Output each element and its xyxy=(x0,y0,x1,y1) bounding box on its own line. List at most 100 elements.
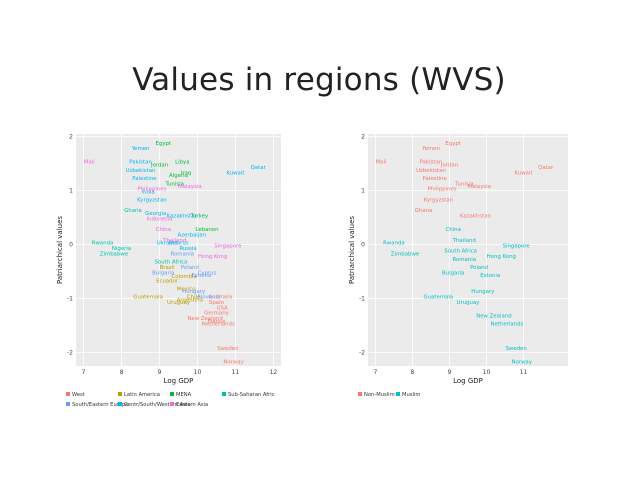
x-axis-title: Log GDP xyxy=(453,377,483,385)
y-axis-title: Patriarchical values xyxy=(56,216,64,284)
point-label: Iraq xyxy=(181,170,192,176)
point-label: South Africa xyxy=(444,249,477,255)
legend-swatch xyxy=(222,392,226,396)
point-label: Algeria xyxy=(169,173,188,179)
point-label: Australia xyxy=(208,295,232,301)
point-label: Rwanda xyxy=(92,241,114,247)
scatter-chart-muslim: 7 8 9 10 11210-1-2MaliYemenEgyptPakistanUzbe… xyxy=(348,134,568,398)
legend-entry: Non-Muslim xyxy=(364,392,395,398)
point-label: Hungary xyxy=(471,289,495,295)
point-label: Slovenia xyxy=(197,295,220,301)
point-label: Singapore xyxy=(503,243,531,249)
point-label: Mali xyxy=(84,160,95,166)
y-tick-label: 0 xyxy=(69,242,73,249)
point-label: Uruguay xyxy=(457,300,481,306)
point-label: Poland xyxy=(470,265,488,271)
point-label: Chile xyxy=(187,295,201,301)
legend-swatch xyxy=(66,392,70,396)
point-label: Kuwait xyxy=(226,170,244,176)
point-label: Thailand xyxy=(452,238,476,244)
legend-swatch xyxy=(66,402,70,406)
point-label: Georgia xyxy=(145,211,166,217)
point-label: Thailand xyxy=(162,238,186,244)
point-label: India xyxy=(142,189,155,195)
point-label: Belarus xyxy=(168,241,188,247)
x-tick-label: 10 xyxy=(194,369,202,376)
point-label: Estonia xyxy=(480,273,500,279)
y-tick-label: 2 xyxy=(69,134,73,141)
point-label: Jordan xyxy=(150,162,168,168)
x-tick-label: 7 xyxy=(373,369,377,376)
x-tick-label: 9 xyxy=(158,369,162,376)
legend-entry: South/Eastern Europe xyxy=(72,402,128,408)
point-label: China xyxy=(156,227,171,233)
point-label: Egypt xyxy=(156,141,172,147)
legend-swatch xyxy=(358,392,362,396)
point-label: Mali xyxy=(375,160,386,166)
point-label: Norway xyxy=(223,359,244,365)
point-label: Yemen xyxy=(421,146,440,152)
legend-entry: Sub-Saharan Afric xyxy=(228,392,275,398)
y-tick-label: 0 xyxy=(361,242,365,249)
point-label: Malaysia xyxy=(178,184,202,190)
point-label: Rwanda xyxy=(383,241,405,247)
point-label: Uzbekistan xyxy=(126,168,156,174)
point-label: Estonia xyxy=(191,273,211,279)
legend-swatch xyxy=(118,392,122,396)
point-label: Lebanon xyxy=(195,227,218,233)
x-tick-label: 11 xyxy=(232,369,240,376)
point-label: Hong Kong xyxy=(487,254,516,260)
point-label: Poland xyxy=(181,265,199,271)
point-label: Bulgaria xyxy=(152,270,174,276)
point-label: Yemen xyxy=(131,146,150,152)
point-label: Brazil xyxy=(160,265,175,271)
point-label: Kazakhstan xyxy=(167,214,198,220)
point-label: Kuwait xyxy=(515,170,533,176)
point-label: Netherlands xyxy=(490,322,523,328)
point-label: New Zealand xyxy=(187,316,222,322)
point-label: Philippines xyxy=(137,187,166,193)
legend-entry: Eastern Asia xyxy=(176,402,208,408)
point-label: Nigeria xyxy=(112,246,131,252)
point-label: China xyxy=(445,227,460,233)
legend-swatch xyxy=(170,402,174,406)
point-label: France xyxy=(207,319,226,325)
point-label: Uruguay xyxy=(167,300,191,306)
x-tick-label: 7 xyxy=(82,369,86,376)
point-label: Sweden xyxy=(505,346,526,352)
point-label: Romania xyxy=(453,257,477,263)
plot-panel xyxy=(368,134,568,366)
point-label: Palestine xyxy=(132,176,157,182)
point-label: Singapore xyxy=(214,243,242,249)
point-label: Sweden xyxy=(217,346,238,352)
x-tick-label: 8 xyxy=(120,369,124,376)
legend-entry: Centr/South/Western Asia xyxy=(124,402,191,408)
x-tick-label: 8 xyxy=(411,369,415,376)
point-label: Libya xyxy=(175,160,189,166)
y-tick-label: 1 xyxy=(69,188,73,195)
point-label: Russia xyxy=(179,246,196,252)
x-axis-title: Log GDP xyxy=(164,377,194,385)
point-label: Argentina xyxy=(177,297,203,303)
point-label: Guatemala xyxy=(424,295,454,301)
point-label: Jordan xyxy=(440,162,458,168)
point-label: Ghana xyxy=(124,208,142,214)
point-label: Kyrgyzstan xyxy=(424,197,454,203)
point-label: New Zealand xyxy=(476,313,511,319)
point-label: Cyprus xyxy=(198,270,217,276)
plot-panel xyxy=(76,134,281,366)
x-tick-label: 9 xyxy=(448,369,452,376)
legend-swatch xyxy=(396,392,400,396)
scatter-chart-regions: 7 8 9 10 11 12210-1-2SwedenNorwayNetherlandsG… xyxy=(56,134,281,408)
point-label: South Africa xyxy=(155,259,188,265)
point-label: Hong Kong xyxy=(198,254,227,260)
point-label: Qatar xyxy=(251,165,267,171)
legend-entry: MENA xyxy=(176,392,192,398)
point-label: Ukraine xyxy=(157,241,179,247)
point-label: Netherlands xyxy=(202,322,235,328)
point-label: Ghana xyxy=(415,208,433,214)
point-label: Zimbabwe xyxy=(391,251,420,257)
point-label: Pakistan xyxy=(420,160,443,166)
point-label: Palestine xyxy=(423,176,448,182)
point-label: Pakistan xyxy=(129,160,152,166)
